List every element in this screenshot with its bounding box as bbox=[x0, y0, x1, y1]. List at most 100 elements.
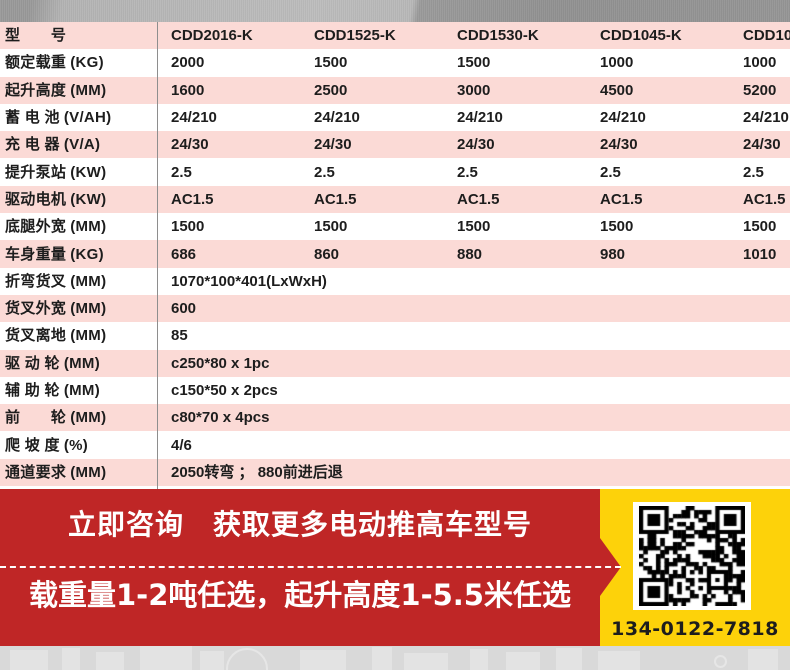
row-label: 起升高度 (MM) bbox=[0, 76, 158, 104]
row-label-name: 驱 动 轮 bbox=[5, 354, 60, 372]
row-label: 型 号 bbox=[0, 22, 158, 50]
row-label-unit: (KG) bbox=[70, 54, 104, 72]
row-label: 通道要求 (MM) bbox=[0, 458, 158, 487]
row-label-unit: (MM) bbox=[70, 272, 107, 290]
row-label-unit: (MM) bbox=[70, 218, 107, 236]
row-value: 24/30 bbox=[730, 131, 790, 159]
column-header-model: CDD2016-K bbox=[157, 22, 301, 50]
row-value: 2.5 bbox=[587, 158, 730, 186]
row-label-name: 起升高度 bbox=[5, 81, 67, 99]
row-label: 爬 坡 度 (%) bbox=[0, 431, 158, 459]
product-photo-strip bbox=[0, 0, 790, 22]
row-label: 货叉外宽 (MM) bbox=[0, 294, 158, 323]
row-value: 1500 bbox=[301, 213, 444, 241]
row-value: 1600 bbox=[157, 76, 301, 104]
row-label-name: 驱动电机 bbox=[5, 190, 67, 208]
row-value: 24/30 bbox=[587, 131, 730, 159]
row-value: 1500 bbox=[301, 49, 444, 77]
row-label-unit: (KG) bbox=[70, 245, 104, 263]
row-label: 车身重量 (KG) bbox=[0, 240, 158, 268]
watermark-shape bbox=[506, 652, 540, 670]
row-value: 2500 bbox=[301, 76, 444, 104]
row-value: 2.5 bbox=[444, 158, 587, 186]
row-label-name: 充 电 器 bbox=[5, 136, 60, 154]
promo-headline-1: 立即咨询 获取更多电动推高车型号 bbox=[67, 508, 532, 541]
table-row: 充 电 器 (V/A) 24/30 24/30 24/30 24/30 24/30 bbox=[0, 131, 790, 159]
table-row: 折弯货叉 (MM) 1070*100*401(LxWxH) bbox=[0, 267, 790, 295]
row-value: AC1.5 bbox=[730, 185, 790, 214]
row-label-name: 爬 坡 度 bbox=[5, 436, 60, 454]
promo-headline-2: 载重量1-2吨任选，起升高度1-5.5米任选 bbox=[29, 578, 571, 612]
row-value: AC1.5 bbox=[587, 185, 730, 214]
row-value-merged: c80*70 x 4pcs bbox=[157, 404, 790, 432]
row-value: 1000 bbox=[730, 49, 790, 77]
row-label-name: 折弯货叉 bbox=[5, 272, 67, 290]
row-label-unit: (MM) bbox=[63, 354, 101, 372]
row-value: 2.5 bbox=[301, 158, 444, 186]
qr-code[interactable] bbox=[633, 502, 751, 610]
row-value-merged: 85 bbox=[157, 322, 790, 350]
row-value: 1010 bbox=[730, 240, 790, 268]
row-label-unit: (KW) bbox=[70, 190, 107, 208]
row-label: 货叉离地 (MM) bbox=[0, 322, 158, 350]
watermark-shape bbox=[300, 650, 346, 670]
row-label-name: 货叉离地 bbox=[5, 327, 67, 345]
row-value: 24/210 bbox=[587, 103, 730, 132]
watermark-shape bbox=[470, 649, 488, 670]
row-label: 提升泵站 (KW) bbox=[0, 158, 158, 186]
row-value: 2000 bbox=[157, 49, 301, 77]
table-row: 前 轮 (MM) c80*70 x 4pcs bbox=[0, 404, 790, 432]
qr-code-image bbox=[639, 506, 745, 606]
table-row: 起升高度 (MM) 1600 2500 3000 4500 5200 bbox=[0, 76, 790, 104]
column-header-model: CDD1530-K bbox=[444, 22, 587, 50]
row-label-unit: (MM) bbox=[63, 382, 101, 399]
row-label: 驱 动 轮 (MM) bbox=[0, 349, 158, 377]
watermark-shape bbox=[748, 649, 778, 670]
row-label-unit: (KW) bbox=[70, 163, 107, 181]
row-label-name: 蓄 电 池 bbox=[5, 109, 60, 127]
row-label: 蓄 电 池 (V/AH) bbox=[0, 103, 158, 132]
row-value: 1500 bbox=[587, 213, 730, 241]
row-label-name: 辅 助 轮 bbox=[5, 382, 60, 399]
row-value: AC1.5 bbox=[157, 185, 301, 214]
table-row: 辅 助 轮 (MM) c150*50 x 2pcs bbox=[0, 376, 790, 405]
row-value: 24/210 bbox=[157, 103, 301, 132]
row-value: 24/210 bbox=[444, 103, 587, 132]
table-row: 提升泵站 (KW) 2.5 2.5 2.5 2.5 2.5 bbox=[0, 158, 790, 186]
table-row: 货叉离地 (MM) 85 bbox=[0, 322, 790, 350]
watermark-gear-icon bbox=[226, 648, 268, 670]
row-value: 1000 bbox=[587, 49, 730, 77]
table-row: 爬 坡 度 (%) 4/6 bbox=[0, 431, 790, 459]
row-value-merged: c250*80 x 1pc bbox=[157, 349, 790, 377]
table-row: 驱 动 轮 (MM) c250*80 x 1pc bbox=[0, 349, 790, 377]
table-row: 型 号 CDD2016-K CDD1525-K CDD1530-K CDD1045-K C… bbox=[0, 22, 790, 50]
row-value: 980 bbox=[587, 240, 730, 268]
row-value: 3000 bbox=[444, 76, 587, 104]
table-row: 货叉外宽 (MM) 600 bbox=[0, 294, 790, 323]
row-label-unit: (MM) bbox=[70, 463, 107, 481]
column-header-model: CDD1045-K bbox=[587, 22, 730, 50]
promo-divider-dashed bbox=[0, 566, 621, 568]
row-label-unit: (MM) bbox=[70, 300, 107, 318]
watermark-shape bbox=[372, 647, 392, 670]
row-label: 充 电 器 (V/A) bbox=[0, 131, 158, 159]
watermark-shape bbox=[96, 652, 124, 670]
row-value: 686 bbox=[157, 240, 301, 268]
watermark-shape bbox=[62, 648, 80, 670]
watermark-shape bbox=[556, 648, 582, 670]
row-value: 1500 bbox=[730, 213, 790, 241]
row-label-unit: (MM) bbox=[70, 81, 107, 99]
row-label: 折弯货叉 (MM) bbox=[0, 267, 158, 295]
row-label-name: 货叉外宽 bbox=[5, 300, 67, 318]
row-value: 1500 bbox=[444, 49, 587, 77]
watermark-dot-icon bbox=[714, 655, 727, 668]
row-value: 24/30 bbox=[301, 131, 444, 159]
row-label-unit: (V/AH) bbox=[63, 109, 112, 127]
row-label-name: 额定载重 bbox=[5, 54, 67, 72]
column-header-model: CDD1052-K bbox=[730, 22, 790, 50]
row-value: 24/30 bbox=[157, 131, 301, 159]
row-value-merged: 1070*100*401(LxWxH) bbox=[157, 267, 790, 295]
row-label-name: 前 轮 bbox=[5, 409, 67, 427]
table-row: 驱动电机 (KW) AC1.5 AC1.5 AC1.5 AC1.5 AC1.5 bbox=[0, 185, 790, 214]
row-label: 前 轮 (MM) bbox=[0, 404, 158, 432]
